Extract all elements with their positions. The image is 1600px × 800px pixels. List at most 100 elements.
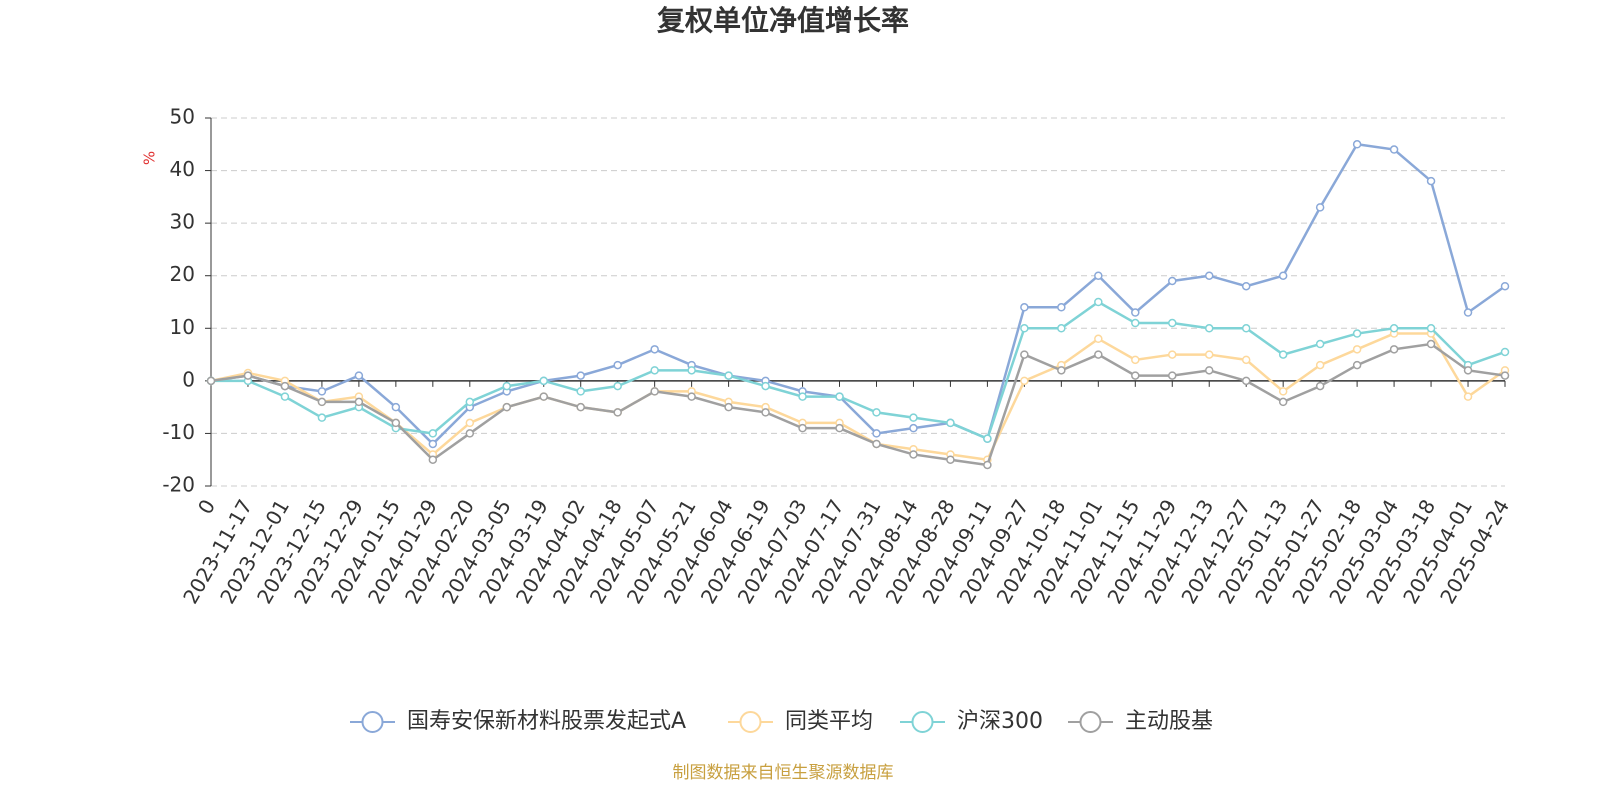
point <box>243 371 253 380</box>
point <box>1131 371 1140 380</box>
y-tick-label: 50 <box>170 105 195 129</box>
point <box>724 402 733 412</box>
point <box>1315 360 1325 370</box>
point <box>1204 271 1214 280</box>
point <box>576 387 585 396</box>
legend-symbol <box>911 711 934 733</box>
point <box>576 371 585 380</box>
y-tick-label: 0 <box>182 367 195 391</box>
point <box>539 376 548 386</box>
legend-label: 同类平均 <box>785 709 873 734</box>
point <box>1426 339 1436 349</box>
point <box>909 413 918 422</box>
point <box>1204 366 1214 375</box>
point <box>502 402 512 412</box>
point <box>1389 345 1399 354</box>
point <box>872 439 881 449</box>
point <box>1168 318 1177 328</box>
point <box>206 376 216 386</box>
point <box>1168 371 1177 380</box>
point <box>1389 324 1399 333</box>
chart-title: 复权单位净值增长率 <box>657 4 909 37</box>
point <box>428 455 438 464</box>
y-tick-label: 40 <box>170 157 195 181</box>
y-tick-label: 30 <box>170 210 195 234</box>
point <box>946 455 955 464</box>
point <box>687 392 696 401</box>
point <box>1020 303 1029 312</box>
point <box>502 381 512 391</box>
point <box>613 381 622 391</box>
point <box>613 408 622 417</box>
legend-symbol <box>361 711 384 733</box>
point <box>280 392 290 401</box>
y-tick-label: 10 <box>170 315 195 339</box>
point <box>983 434 992 443</box>
point <box>280 381 290 391</box>
point <box>872 408 881 417</box>
point <box>909 423 918 433</box>
point <box>428 429 438 438</box>
point <box>391 418 401 428</box>
point <box>317 387 327 396</box>
point <box>1500 371 1510 380</box>
point <box>465 429 475 438</box>
point <box>872 429 881 438</box>
point <box>761 381 770 391</box>
point <box>354 397 364 407</box>
y-tick-label: -10 <box>162 420 195 444</box>
point <box>1315 381 1325 391</box>
point <box>1057 324 1066 333</box>
point <box>1020 350 1029 359</box>
point <box>724 371 733 380</box>
point <box>539 392 548 401</box>
point <box>1278 350 1288 359</box>
legend-label: 主动股基 <box>1125 709 1213 734</box>
point <box>761 408 770 417</box>
legend-symbol <box>739 711 762 733</box>
point <box>428 439 438 449</box>
legend-label: 国寿安保新材料股票发起式A <box>407 709 686 734</box>
point <box>1315 203 1325 212</box>
point <box>835 392 844 401</box>
legend-symbol <box>1079 711 1102 733</box>
point <box>354 371 364 380</box>
point <box>1094 334 1103 344</box>
point <box>1131 308 1140 317</box>
point <box>1500 281 1510 291</box>
point <box>983 460 992 470</box>
point <box>1426 324 1436 333</box>
point <box>1352 329 1362 338</box>
point <box>1020 376 1029 386</box>
point <box>946 418 955 428</box>
series-line <box>210 342 1506 467</box>
point <box>1241 376 1251 386</box>
point <box>1057 303 1066 312</box>
point <box>1241 324 1251 333</box>
point <box>317 397 327 407</box>
point <box>798 423 807 433</box>
point <box>1278 387 1288 396</box>
point <box>1131 355 1140 365</box>
point <box>391 402 401 412</box>
point <box>1463 366 1473 375</box>
point <box>1463 392 1473 401</box>
point <box>317 413 327 422</box>
point <box>650 387 659 396</box>
point <box>1094 350 1103 359</box>
point <box>1204 324 1214 333</box>
point <box>1168 276 1177 286</box>
x-tick-label: 0 <box>193 495 220 518</box>
point <box>1020 324 1029 333</box>
point <box>798 392 807 401</box>
point <box>650 345 659 354</box>
point <box>1057 366 1066 375</box>
point <box>909 450 918 459</box>
point <box>1094 297 1103 307</box>
point <box>1204 350 1214 359</box>
point <box>1352 140 1362 149</box>
point <box>1352 345 1362 354</box>
series-line <box>211 300 1506 441</box>
point <box>1389 145 1399 154</box>
